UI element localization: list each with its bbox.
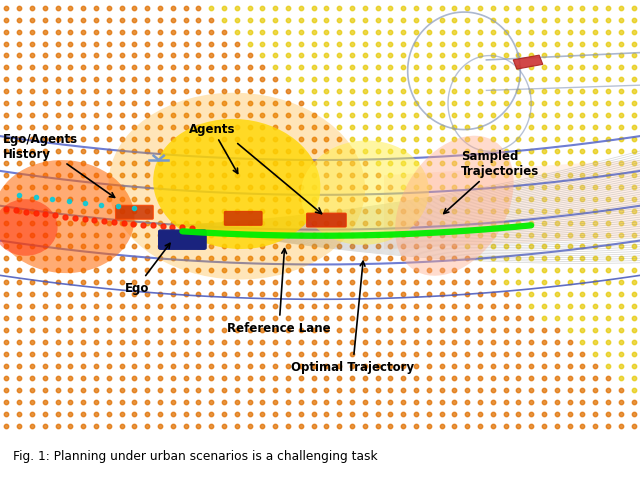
Text: Reference Lane: Reference Lane bbox=[227, 249, 331, 334]
FancyBboxPatch shape bbox=[115, 206, 154, 220]
FancyBboxPatch shape bbox=[225, 212, 262, 226]
Ellipse shape bbox=[153, 120, 321, 249]
Text: Agents: Agents bbox=[189, 122, 237, 174]
Ellipse shape bbox=[301, 141, 429, 245]
Polygon shape bbox=[384, 159, 640, 250]
Text: Sampled
Trajectories: Sampled Trajectories bbox=[444, 150, 539, 214]
Text: Ego: Ego bbox=[125, 244, 170, 294]
Ellipse shape bbox=[395, 137, 514, 276]
Ellipse shape bbox=[0, 200, 58, 256]
Text: Optimal Trajectory: Optimal Trajectory bbox=[291, 262, 414, 373]
FancyBboxPatch shape bbox=[307, 214, 346, 227]
Text: Ego/Agents
History: Ego/Agents History bbox=[3, 132, 115, 198]
Text: Fig. 1: Planning under urban scenarios is a challenging task: Fig. 1: Planning under urban scenarios i… bbox=[13, 449, 378, 462]
Ellipse shape bbox=[109, 94, 365, 280]
Ellipse shape bbox=[0, 161, 134, 274]
FancyBboxPatch shape bbox=[159, 231, 206, 250]
Polygon shape bbox=[513, 56, 543, 70]
